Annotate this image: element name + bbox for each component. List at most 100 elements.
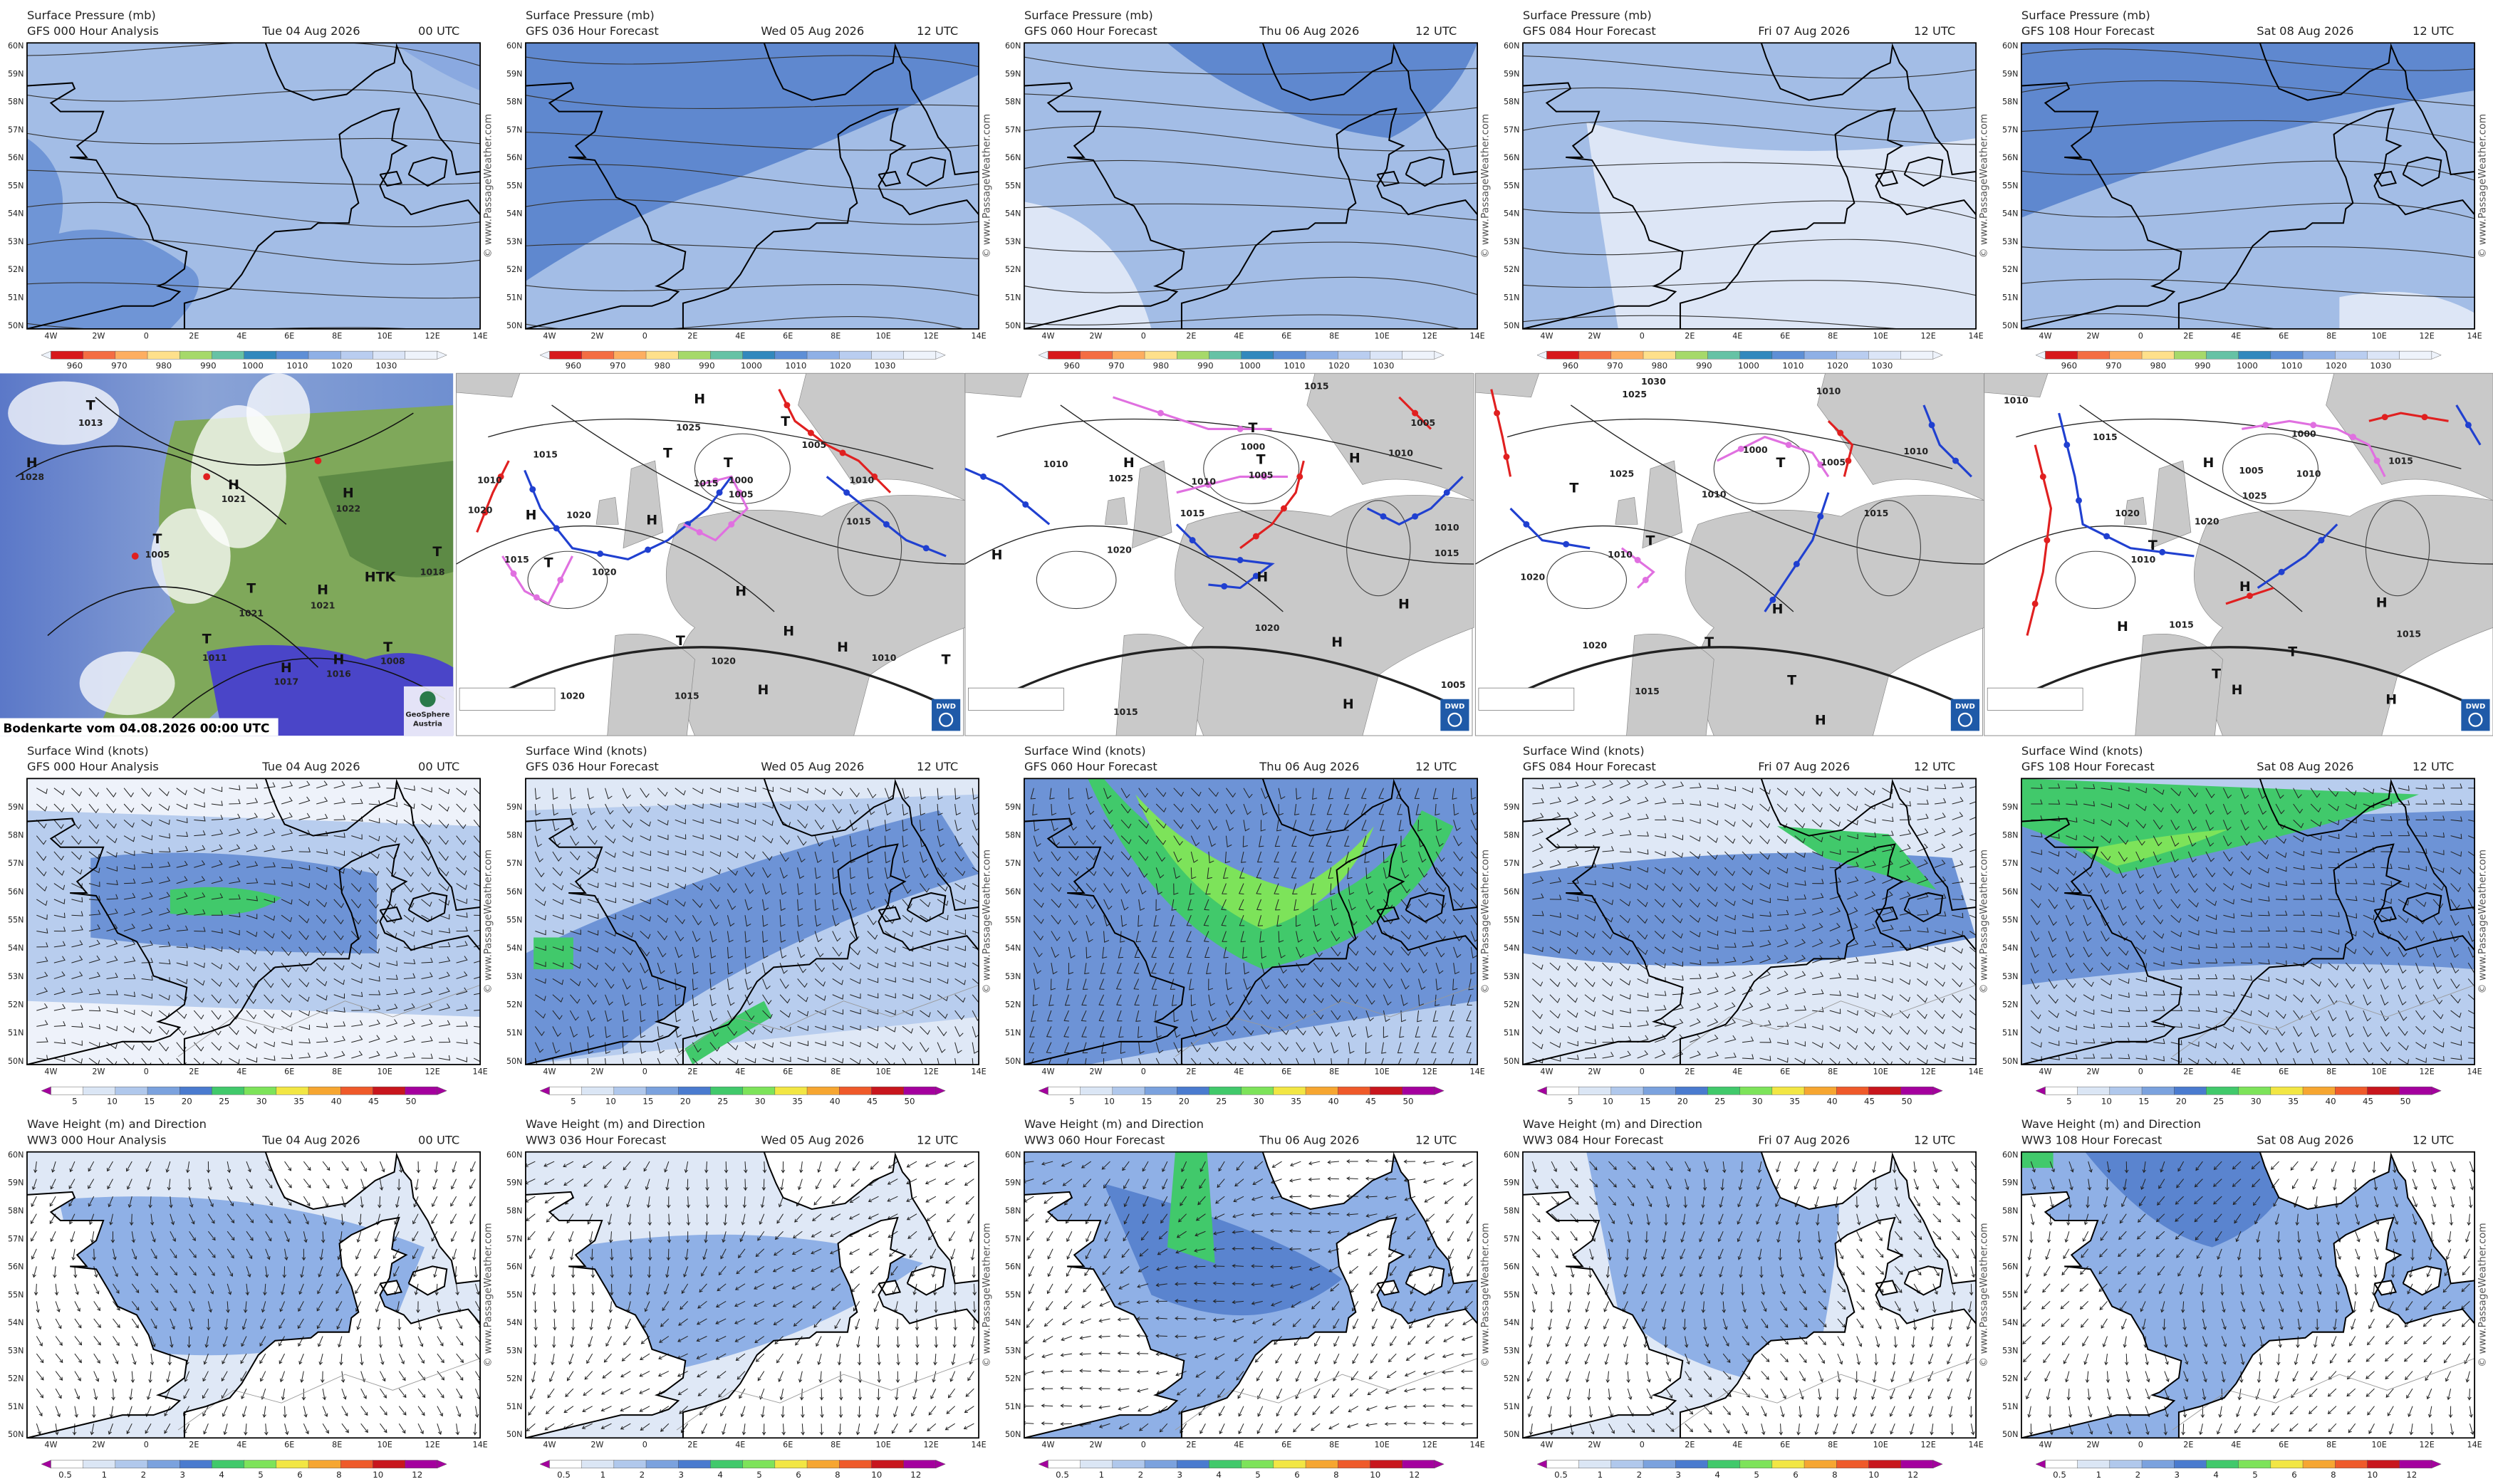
- front-symbol: [203, 473, 211, 481]
- colorbar-segment: [1048, 1460, 1081, 1468]
- colorbar-label: 35: [1291, 1097, 1301, 1107]
- pressure-centre-label: T: [1248, 420, 1257, 436]
- isobar: [837, 500, 902, 597]
- land: [2021, 1191, 2182, 1438]
- lat-tick-label: 55N: [2002, 915, 2019, 924]
- watermark: © www.PassageWeather.com: [1480, 1223, 1492, 1367]
- watermark: © www.PassageWeather.com: [2477, 1223, 2489, 1367]
- front-symbol: [1157, 409, 1164, 417]
- colorbar-label: 25: [2213, 1097, 2224, 1107]
- colorbar-label: 1000: [242, 361, 264, 371]
- lon-tick-label: 14E: [472, 331, 487, 340]
- isobar: [1060, 404, 1474, 565]
- colorbar-segment: [710, 1086, 744, 1095]
- lon-tick-label: 2W: [1588, 1441, 1601, 1450]
- lon-tick-label: 12E: [2420, 331, 2435, 340]
- forecast-panel: Surface Pressure (mb) GFS 000 Hour Analys…: [8, 9, 494, 371]
- colorbar-segment: [1739, 1460, 1773, 1468]
- isobar-label: 1025: [2242, 491, 2267, 501]
- lon-tick-label: 2W: [92, 331, 105, 340]
- lon-tick-label: 12E: [1422, 1441, 1437, 1450]
- lat-tick-label: 59N: [1005, 803, 1021, 812]
- panel-subtitle: WW3 000 Hour Analysis: [27, 1134, 167, 1147]
- front-symbol: [553, 525, 560, 532]
- map: [26, 778, 481, 1065]
- lon-tick-label: 2E: [687, 1067, 697, 1076]
- pressure-centre-label: T: [1704, 634, 1714, 650]
- colorbar-label: 0.5: [557, 1470, 571, 1480]
- lat-tick-label: 54N: [1005, 1318, 1021, 1327]
- lat-tick-label: 51N: [506, 1402, 523, 1411]
- pressure-centre-label: T: [1787, 673, 1796, 689]
- coastline: [2177, 108, 2475, 329]
- isobar: [1203, 433, 1300, 504]
- panel-subtitle: GFS 000 Hour Analysis: [27, 24, 159, 38]
- colorbar-label: 0.5: [1056, 1470, 1069, 1480]
- lat-tick-label: 50N: [1005, 321, 1021, 330]
- colorbar-segment: [1402, 1460, 1435, 1468]
- lat-tick-label: 57N: [2002, 125, 2019, 135]
- cloud: [8, 381, 120, 445]
- pressure-centre-label: H: [343, 485, 354, 501]
- pressure-centre-label: H: [2203, 455, 2214, 471]
- lat-tick-label: 51N: [2002, 293, 2019, 302]
- panel-title: Surface Wind (knots): [1024, 744, 1146, 758]
- isobar: [525, 95, 979, 109]
- panel-time: 00 UTC: [418, 1134, 459, 1147]
- land: [1685, 495, 1985, 736]
- panel-date: Thu 06 Aug 2026: [1259, 24, 1359, 38]
- colorbar-label: 980: [156, 361, 172, 371]
- isobar: [1012, 646, 1459, 709]
- lon-tick-label: 8E: [1329, 331, 1339, 340]
- map-frame: [26, 1151, 481, 1439]
- front: [1509, 507, 1591, 550]
- coastline: [1261, 43, 1478, 176]
- colorbar-segment: [1900, 1460, 1934, 1468]
- front-symbol: [696, 529, 703, 535]
- colorbar-label: 40: [2326, 1097, 2336, 1107]
- dwd-logo-text: DWD: [1445, 703, 1465, 711]
- info-box: [459, 687, 556, 711]
- front-symbol: [2373, 457, 2380, 464]
- coastline: [1875, 906, 1899, 923]
- colorbar-label: 3: [678, 1470, 684, 1480]
- colorbar-label: 5: [2252, 1470, 2258, 1480]
- front-symbol: [1252, 573, 1259, 580]
- coastline: [1522, 1191, 1684, 1438]
- colorbar-segment: [2367, 1460, 2400, 1468]
- map-content: [1024, 43, 1478, 329]
- lon-tick-label: 4W: [1041, 1441, 1054, 1450]
- coastline: [1679, 843, 1977, 1065]
- colorbar-segment: [1177, 350, 1210, 360]
- colorbar-label: 5: [1069, 1097, 1075, 1107]
- lon-tick-label: 4W: [44, 1441, 57, 1450]
- colorbar-segment: [806, 350, 840, 360]
- lat-tick-label: 57N: [2002, 1234, 2019, 1243]
- lat-tick-label: 54N: [1504, 1318, 1520, 1327]
- lat-tick-label: 52N: [1005, 1000, 1021, 1009]
- lon-tick-label: 12E: [1921, 1067, 1936, 1076]
- front-symbol: [1769, 596, 1776, 603]
- isobar-label: 1020: [1107, 544, 1132, 555]
- coastline: [1875, 1280, 1899, 1296]
- colorbar-segment: [1273, 1460, 1306, 1468]
- colorbar-label: 6: [1294, 1470, 1300, 1480]
- colorbar-segment: [2335, 350, 2368, 360]
- colorbar-label: 1010: [286, 361, 308, 371]
- land: [907, 1266, 946, 1295]
- isobar: [525, 243, 979, 259]
- lat-tick-label: 56N: [2002, 153, 2019, 162]
- land: [1761, 1151, 1977, 1284]
- isobar: [2016, 418, 2462, 469]
- isobar: [1346, 500, 1411, 597]
- land: [2259, 1151, 2475, 1284]
- isobar: [26, 202, 481, 228]
- coastline: [1679, 1216, 1977, 1438]
- isobar-label: 1005: [1249, 470, 1274, 481]
- lon-tick-label: 10E: [876, 331, 891, 340]
- colorbar-label: 980: [1153, 361, 1170, 371]
- pressure-centre-label: T: [1256, 452, 1266, 468]
- lat-tick-label: 53N: [1005, 237, 1021, 246]
- wave-arrows: [31, 1161, 481, 1436]
